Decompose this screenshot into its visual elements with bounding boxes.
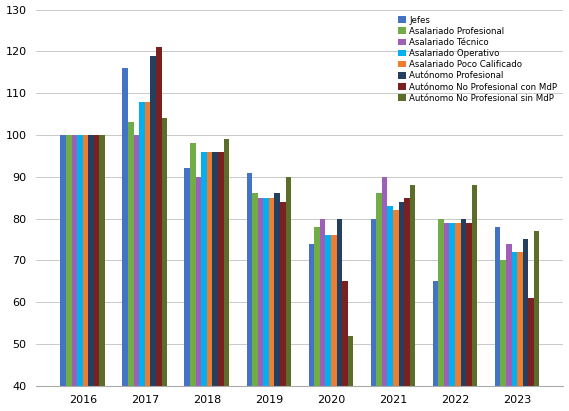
Bar	[393, 210, 399, 411]
Bar	[258, 198, 263, 411]
Bar	[325, 235, 331, 411]
Bar	[320, 219, 325, 411]
Bar	[399, 202, 404, 411]
Bar	[342, 281, 348, 411]
Bar	[529, 298, 534, 411]
Bar	[72, 135, 77, 411]
Bar	[444, 223, 450, 411]
Bar	[455, 223, 461, 411]
Bar	[348, 335, 353, 411]
Bar	[376, 194, 382, 411]
Bar	[500, 260, 506, 411]
Bar	[269, 198, 274, 411]
Bar	[246, 173, 252, 411]
Bar	[404, 198, 410, 411]
Bar	[280, 202, 286, 411]
Bar	[66, 135, 72, 411]
Bar	[523, 240, 529, 411]
Bar	[336, 219, 342, 411]
Bar	[196, 177, 201, 411]
Bar	[128, 122, 134, 411]
Bar	[212, 152, 218, 411]
Legend: Jefes, Asalariado Profesional, Asalariado Técnico, Asalariado Operativo, Asalari: Jefes, Asalariado Profesional, Asalariad…	[397, 14, 559, 104]
Bar	[331, 235, 336, 411]
Bar	[134, 135, 139, 411]
Bar	[433, 281, 438, 411]
Bar	[506, 244, 512, 411]
Bar	[94, 135, 100, 411]
Bar	[184, 169, 190, 411]
Bar	[122, 68, 128, 411]
Bar	[387, 206, 393, 411]
Bar	[286, 177, 291, 411]
Bar	[472, 185, 477, 411]
Bar	[263, 198, 269, 411]
Bar	[150, 55, 156, 411]
Bar	[145, 102, 150, 411]
Bar	[252, 194, 258, 411]
Bar	[77, 135, 83, 411]
Bar	[100, 135, 105, 411]
Bar	[60, 135, 66, 411]
Bar	[410, 185, 415, 411]
Bar	[83, 135, 88, 411]
Bar	[224, 139, 229, 411]
Bar	[201, 152, 207, 411]
Bar	[382, 177, 387, 411]
Bar	[156, 47, 162, 411]
Bar	[218, 152, 224, 411]
Bar	[207, 152, 212, 411]
Bar	[162, 118, 167, 411]
Bar	[495, 227, 500, 411]
Bar	[466, 223, 472, 411]
Bar	[308, 244, 314, 411]
Bar	[450, 223, 455, 411]
Bar	[274, 194, 280, 411]
Bar	[314, 227, 320, 411]
Bar	[88, 135, 94, 411]
Bar	[461, 219, 466, 411]
Bar	[370, 219, 376, 411]
Bar	[517, 252, 523, 411]
Bar	[512, 252, 517, 411]
Bar	[190, 143, 196, 411]
Bar	[139, 102, 145, 411]
Bar	[534, 231, 539, 411]
Bar	[438, 219, 444, 411]
